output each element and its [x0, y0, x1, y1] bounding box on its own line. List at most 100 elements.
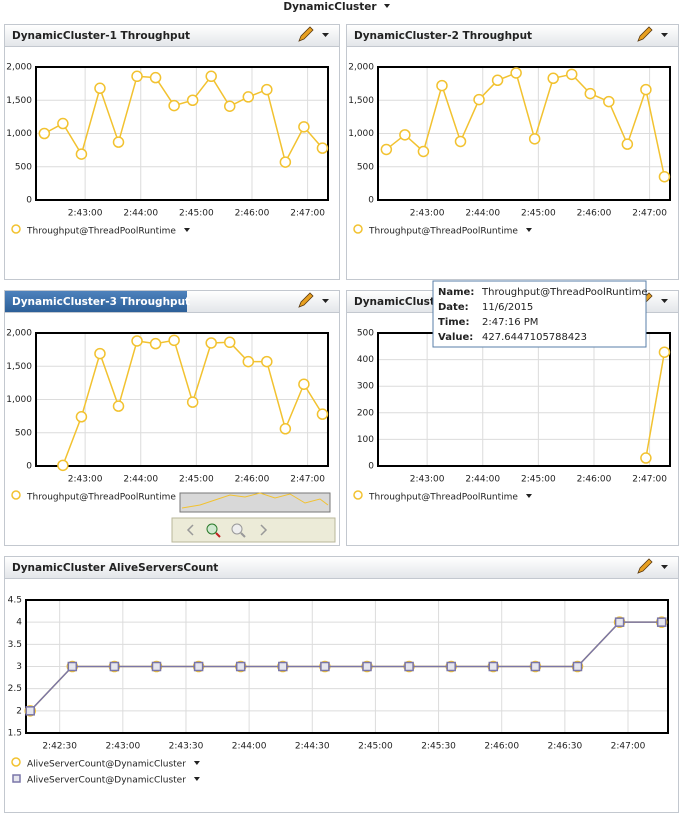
y-tick-label: 3.5	[8, 640, 22, 650]
legend-label: Throughput@ThreadPoolRuntime	[368, 227, 518, 237]
zoom-out[interactable]	[231, 523, 243, 535]
x-tick-label: 2:44:00	[465, 209, 500, 219]
x-tick-label: 2:45:00	[179, 209, 214, 219]
data-point	[316, 408, 329, 420]
legend-marker	[11, 224, 21, 234]
y-tick-label: 1,500	[348, 96, 374, 106]
y-tick-label: 1,500	[6, 96, 32, 106]
x-tick-label: 2:43:00	[68, 475, 103, 485]
y-tick-label: 1,000	[6, 395, 32, 405]
x-tick-label: 2:42:30	[42, 742, 77, 752]
zoom-in-handle	[215, 532, 221, 538]
series-line	[385, 71, 666, 177]
panel-title: DynamicCluste	[354, 296, 442, 308]
y-tick-label: 0	[368, 462, 374, 472]
plot-frame	[377, 66, 671, 201]
data-point	[603, 95, 615, 108]
data-point	[75, 148, 88, 160]
edit-pencil[interactable]	[637, 558, 653, 574]
y-tick-label: 1,000	[348, 129, 374, 139]
scroll-left[interactable]	[186, 524, 194, 536]
data-point	[656, 617, 667, 627]
legend-entry: AliveServerCount@DynamicCluster	[11, 757, 200, 770]
data-point	[57, 459, 69, 472]
series-line	[43, 74, 324, 165]
legend-dropdown[interactable]	[525, 228, 532, 232]
panel-header	[347, 25, 678, 46]
y-tick-label: 200	[357, 408, 374, 418]
x-tick-label: 2:44:30	[295, 742, 330, 752]
tooltip-name-label: Name:	[438, 287, 474, 298]
x-tick-label: 2:47:00	[632, 475, 667, 485]
y-tick-label: 0	[26, 462, 32, 472]
tooltip-value-label: Value:	[438, 332, 473, 343]
panel-menu[interactable]	[322, 299, 329, 303]
data-point	[168, 99, 180, 112]
tooltip-date-label: Date:	[438, 302, 469, 313]
data-point	[658, 346, 671, 358]
dropdown-arrow[interactable]	[384, 4, 390, 8]
y-tick-label: 500	[357, 162, 374, 172]
panel-menu[interactable]	[661, 565, 668, 569]
y-tick-label: 2,000	[6, 63, 32, 73]
legend-dropdown[interactable]	[183, 228, 190, 232]
data-point	[404, 661, 414, 672]
x-tick-label: 2:45:00	[521, 209, 556, 219]
data-point	[205, 337, 217, 349]
legend-label: Throughput@ThreadPoolRuntime	[26, 227, 176, 237]
data-point	[614, 617, 625, 627]
data-point	[205, 70, 217, 83]
data-point	[186, 94, 199, 106]
data-point	[298, 121, 310, 133]
x-tick-label: 2:46:00	[577, 475, 612, 485]
x-tick-label: 2:47:00	[632, 209, 667, 219]
zoom-in[interactable]	[206, 523, 218, 535]
y-tick-label: 4.5	[8, 596, 22, 606]
x-tick-label: 2:44:00	[232, 742, 267, 752]
data-point	[399, 129, 411, 141]
data-point	[491, 74, 504, 87]
data-point	[380, 143, 393, 156]
data-point	[362, 661, 372, 672]
y-tick-label: 500	[357, 329, 374, 339]
legend-dropdown[interactable]	[193, 761, 200, 765]
edit-pencil[interactable]	[298, 26, 314, 42]
scroll-right[interactable]	[260, 524, 268, 536]
x-tick-label: 2:43:00	[410, 209, 445, 219]
panel-title: DynamicCluster-3 Throughput	[12, 296, 190, 308]
edit-pencil[interactable]	[637, 26, 653, 42]
panel-menu[interactable]	[661, 33, 668, 37]
legend-dropdown[interactable]	[193, 777, 200, 781]
x-tick-label: 2:44:00	[123, 475, 158, 485]
data-point	[658, 170, 671, 183]
x-tick-label: 2:46:00	[577, 209, 612, 219]
data-point	[473, 93, 485, 106]
x-tick-label: 2:47:00	[611, 742, 646, 752]
panel-menu[interactable]	[322, 33, 329, 37]
x-tick-label: 2:47:00	[290, 209, 325, 219]
panel-menu[interactable]	[661, 299, 668, 303]
legend-entry: Throughput@ThreadPoolRuntime	[353, 490, 532, 503]
legend-label: Throughput@ThreadPoolRuntime	[368, 493, 518, 503]
overview-line	[181, 492, 329, 509]
legend-marker	[353, 224, 363, 234]
data-point	[94, 82, 106, 95]
overview-controls	[171, 492, 336, 543]
data-point	[149, 337, 162, 350]
data-point	[151, 661, 162, 672]
legend-marker	[11, 757, 21, 767]
data-point	[528, 133, 541, 145]
overview-slider[interactable]	[179, 492, 331, 513]
legend-entry: AliveServerCount@DynamicCluster	[12, 774, 200, 786]
legend-dropdown[interactable]	[525, 494, 532, 498]
data-point	[261, 355, 273, 368]
y-tick-label: 2.5	[8, 684, 22, 694]
edit-pencil[interactable]	[298, 292, 314, 308]
data-point	[278, 661, 288, 672]
y-tick-label: 1,000	[6, 129, 32, 139]
data-point	[94, 347, 106, 360]
plot-area	[378, 333, 670, 466]
tooltip-value: 427.6447105788423	[482, 332, 587, 343]
data-point	[572, 661, 583, 672]
